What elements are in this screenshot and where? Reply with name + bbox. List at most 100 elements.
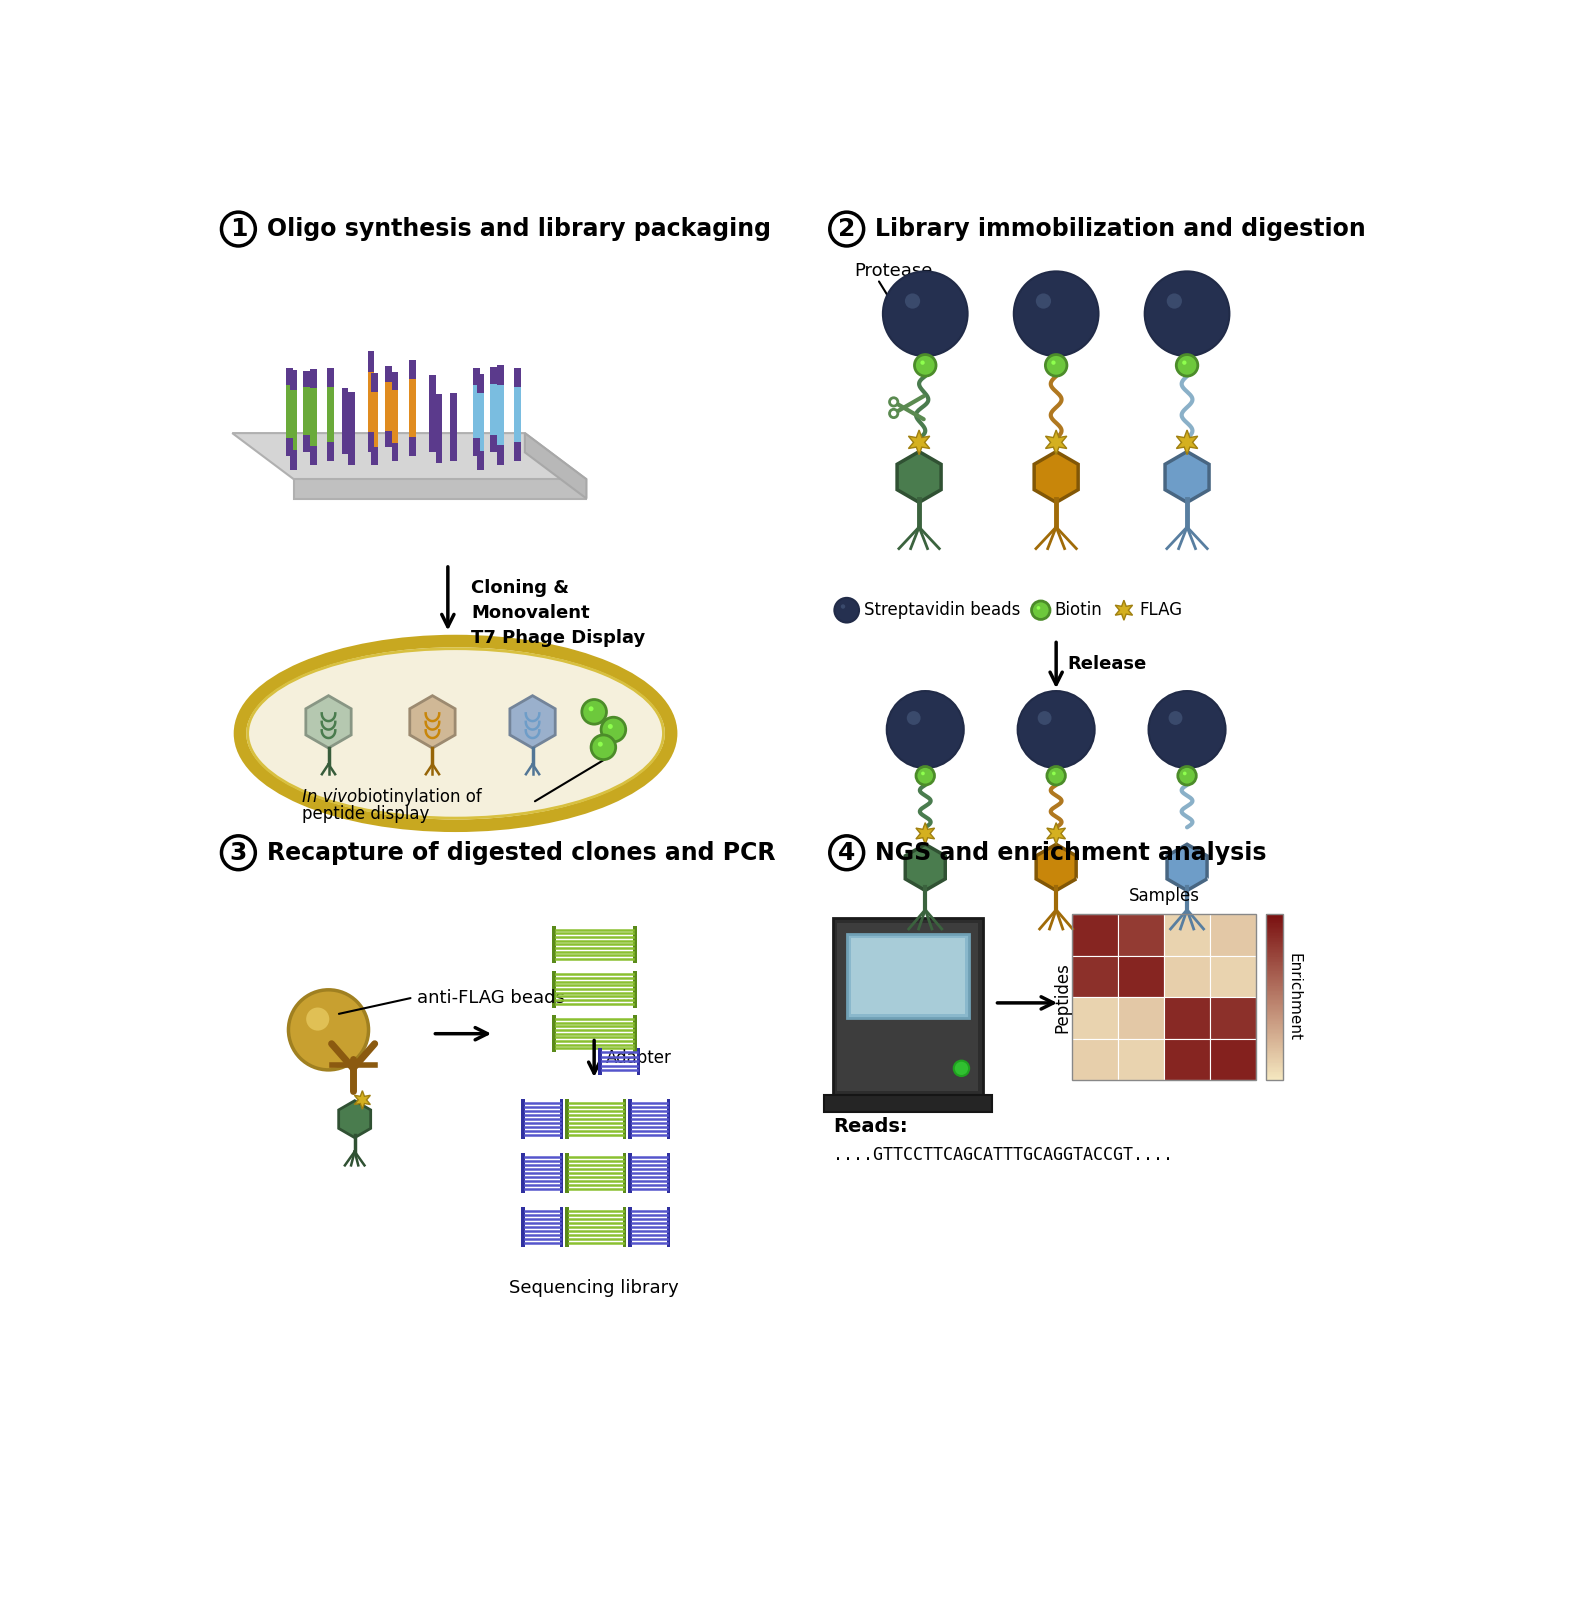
Bar — [490, 366, 498, 384]
Bar — [852, 938, 964, 1014]
Circle shape — [834, 598, 860, 622]
Circle shape — [221, 212, 256, 246]
Bar — [289, 450, 297, 470]
Bar — [1164, 956, 1210, 998]
Circle shape — [1036, 293, 1051, 309]
Circle shape — [907, 711, 921, 724]
Polygon shape — [1046, 429, 1066, 455]
Circle shape — [890, 399, 897, 407]
Circle shape — [307, 1008, 329, 1030]
Circle shape — [1176, 355, 1198, 376]
Polygon shape — [510, 695, 555, 748]
Bar — [515, 368, 521, 387]
Bar — [623, 1207, 627, 1247]
Circle shape — [883, 272, 967, 356]
Bar — [559, 1207, 564, 1247]
Bar — [1117, 956, 1164, 998]
Text: Cloning &
Monovalent
T7 Phage Display: Cloning & Monovalent T7 Phage Display — [471, 580, 645, 648]
Bar — [1117, 1038, 1164, 1081]
Circle shape — [1166, 293, 1182, 309]
Bar — [430, 374, 436, 390]
Circle shape — [591, 735, 616, 760]
Text: Protease: Protease — [855, 262, 932, 280]
Text: Oligo synthesis and library packaging: Oligo synthesis and library packaging — [267, 217, 771, 241]
Polygon shape — [1115, 599, 1133, 620]
Bar — [837, 923, 978, 1090]
Bar — [392, 373, 398, 460]
Bar — [551, 970, 556, 1008]
Polygon shape — [1168, 844, 1207, 891]
Bar — [368, 352, 374, 452]
Circle shape — [1032, 601, 1051, 619]
Polygon shape — [307, 695, 351, 748]
Bar — [559, 1098, 564, 1139]
Bar — [1071, 1038, 1117, 1081]
Bar — [477, 450, 483, 470]
Bar — [348, 392, 354, 407]
Bar — [371, 373, 378, 465]
Text: Recapture of digested clones and PCR: Recapture of digested clones and PCR — [267, 841, 776, 865]
Polygon shape — [525, 433, 586, 499]
Bar — [392, 444, 398, 460]
Bar — [286, 368, 292, 386]
Bar — [409, 360, 416, 457]
Bar — [1071, 914, 1117, 956]
Bar — [833, 919, 983, 1095]
Bar — [498, 366, 504, 386]
Polygon shape — [338, 1100, 371, 1137]
Bar — [1071, 956, 1117, 998]
Bar — [436, 394, 442, 463]
Bar — [551, 1016, 556, 1051]
Circle shape — [954, 1061, 969, 1076]
Bar — [368, 352, 374, 371]
Polygon shape — [409, 695, 455, 748]
Bar — [623, 1098, 627, 1139]
Text: 3: 3 — [229, 841, 246, 865]
Bar — [1071, 998, 1117, 1038]
Bar — [327, 442, 333, 460]
Bar — [472, 368, 480, 386]
Text: Reads:: Reads: — [833, 1116, 907, 1136]
Circle shape — [921, 771, 924, 776]
Circle shape — [589, 706, 594, 711]
Bar — [1071, 914, 1256, 1081]
Text: Library immobilization and digestion: Library immobilization and digestion — [875, 217, 1367, 241]
Polygon shape — [294, 480, 586, 499]
Bar — [341, 389, 348, 454]
Circle shape — [1149, 692, 1226, 768]
Bar — [1164, 1038, 1210, 1081]
Bar — [627, 1153, 632, 1192]
Bar — [327, 368, 333, 460]
Bar — [623, 1153, 627, 1192]
Bar — [1164, 998, 1210, 1038]
Circle shape — [890, 410, 897, 418]
Text: anti-FLAG beads: anti-FLAG beads — [417, 988, 566, 1006]
Circle shape — [1177, 766, 1196, 786]
Text: NGS and enrichment analysis: NGS and enrichment analysis — [875, 841, 1267, 865]
Circle shape — [1051, 361, 1055, 364]
Bar — [1210, 1038, 1256, 1081]
Text: biotinylation of: biotinylation of — [352, 787, 482, 805]
Polygon shape — [354, 1090, 370, 1110]
Text: 4: 4 — [837, 841, 855, 865]
Text: ....GTTCCTTCAGCATTTGCAGGTACCGT....: ....GTTCCTTCAGCATTTGCAGGTACCGT.... — [833, 1147, 1172, 1165]
Bar — [521, 1207, 525, 1247]
Bar — [521, 1153, 525, 1192]
Bar — [303, 371, 310, 452]
Bar — [303, 371, 310, 387]
Bar — [286, 368, 292, 457]
Bar — [551, 927, 556, 962]
Polygon shape — [1048, 823, 1065, 844]
Polygon shape — [1035, 452, 1078, 502]
Circle shape — [221, 836, 256, 870]
Bar — [566, 1153, 569, 1192]
Ellipse shape — [240, 642, 672, 826]
Circle shape — [921, 361, 924, 364]
Circle shape — [1183, 771, 1187, 776]
Bar — [637, 1048, 640, 1074]
Bar — [1210, 998, 1256, 1038]
Bar — [667, 1098, 670, 1139]
Bar — [632, 927, 637, 962]
Circle shape — [600, 718, 626, 742]
Bar — [1117, 998, 1164, 1038]
